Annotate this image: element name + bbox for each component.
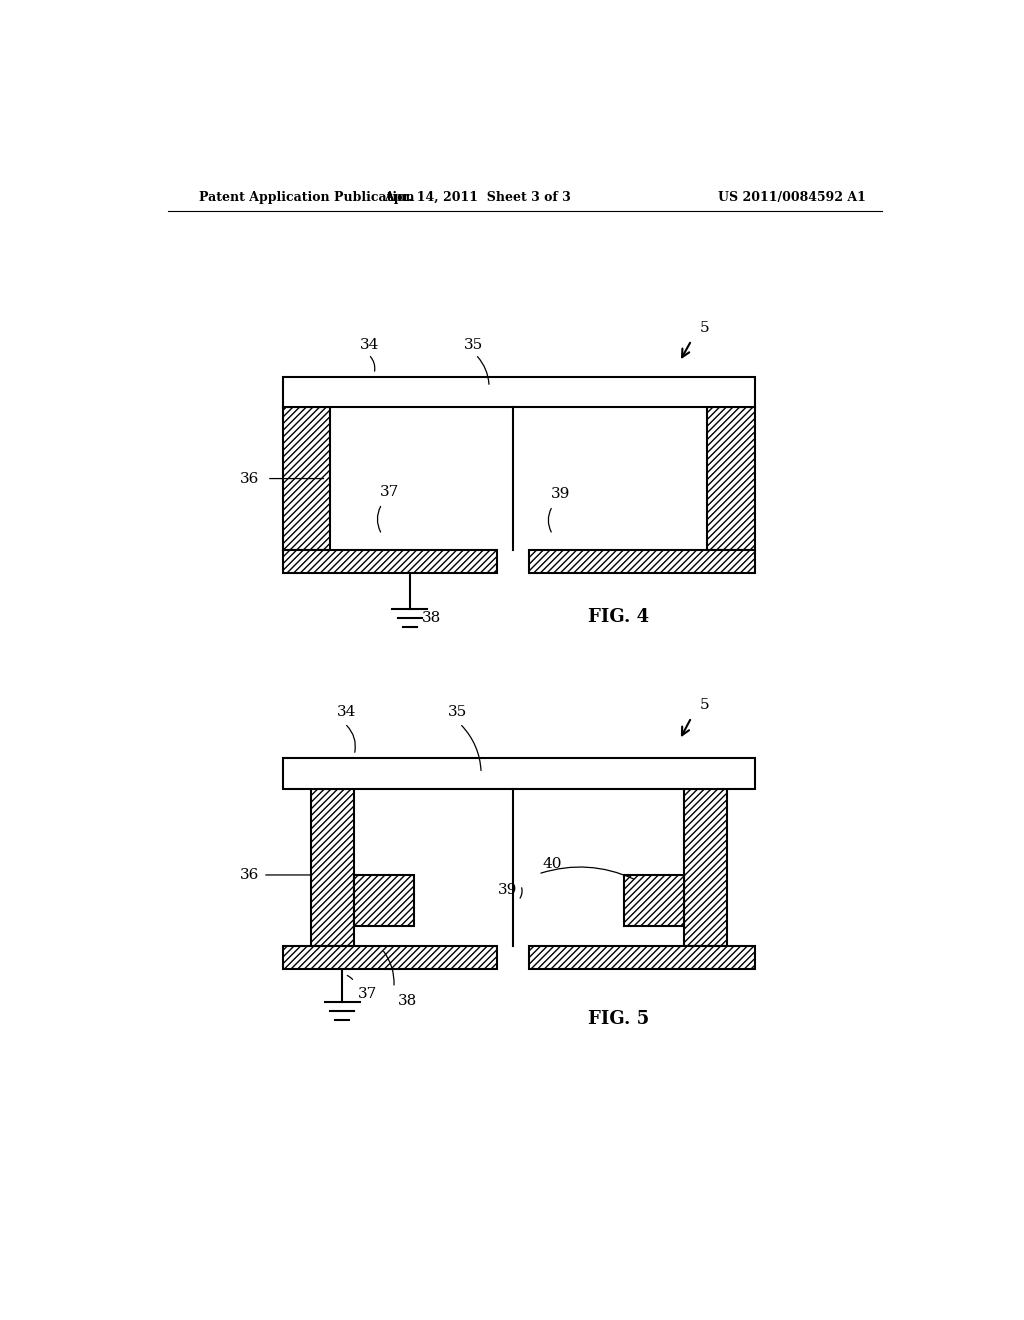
Text: FIG. 4: FIG. 4: [588, 607, 649, 626]
Bar: [528, 549, 755, 573]
Bar: [684, 788, 727, 946]
Text: 35: 35: [447, 705, 467, 719]
Bar: [310, 788, 354, 946]
Bar: [283, 758, 755, 788]
Text: 38: 38: [422, 611, 441, 624]
Bar: [283, 946, 497, 969]
Bar: [528, 946, 755, 969]
Text: 35: 35: [464, 338, 483, 351]
Text: 37: 37: [358, 987, 378, 1001]
Bar: [624, 875, 684, 925]
Text: US 2011/0084592 A1: US 2011/0084592 A1: [718, 190, 866, 203]
Text: 36: 36: [240, 869, 259, 882]
Text: 40: 40: [543, 857, 562, 871]
Bar: [283, 549, 497, 573]
Text: 38: 38: [397, 994, 417, 1008]
Text: 5: 5: [699, 698, 709, 713]
Bar: [354, 875, 414, 925]
Text: 37: 37: [380, 484, 399, 499]
Text: 34: 34: [360, 338, 380, 351]
Text: FIG. 5: FIG. 5: [588, 1010, 649, 1028]
Text: 39: 39: [551, 487, 570, 500]
Text: 5: 5: [699, 321, 709, 335]
Bar: [283, 408, 331, 549]
Text: Patent Application Publication: Patent Application Publication: [200, 190, 415, 203]
Text: 34: 34: [337, 705, 356, 719]
Text: 39: 39: [498, 883, 517, 898]
Bar: [708, 408, 755, 549]
Text: Apr. 14, 2011  Sheet 3 of 3: Apr. 14, 2011 Sheet 3 of 3: [384, 190, 570, 203]
Text: 36: 36: [240, 471, 259, 486]
Bar: [283, 378, 755, 408]
